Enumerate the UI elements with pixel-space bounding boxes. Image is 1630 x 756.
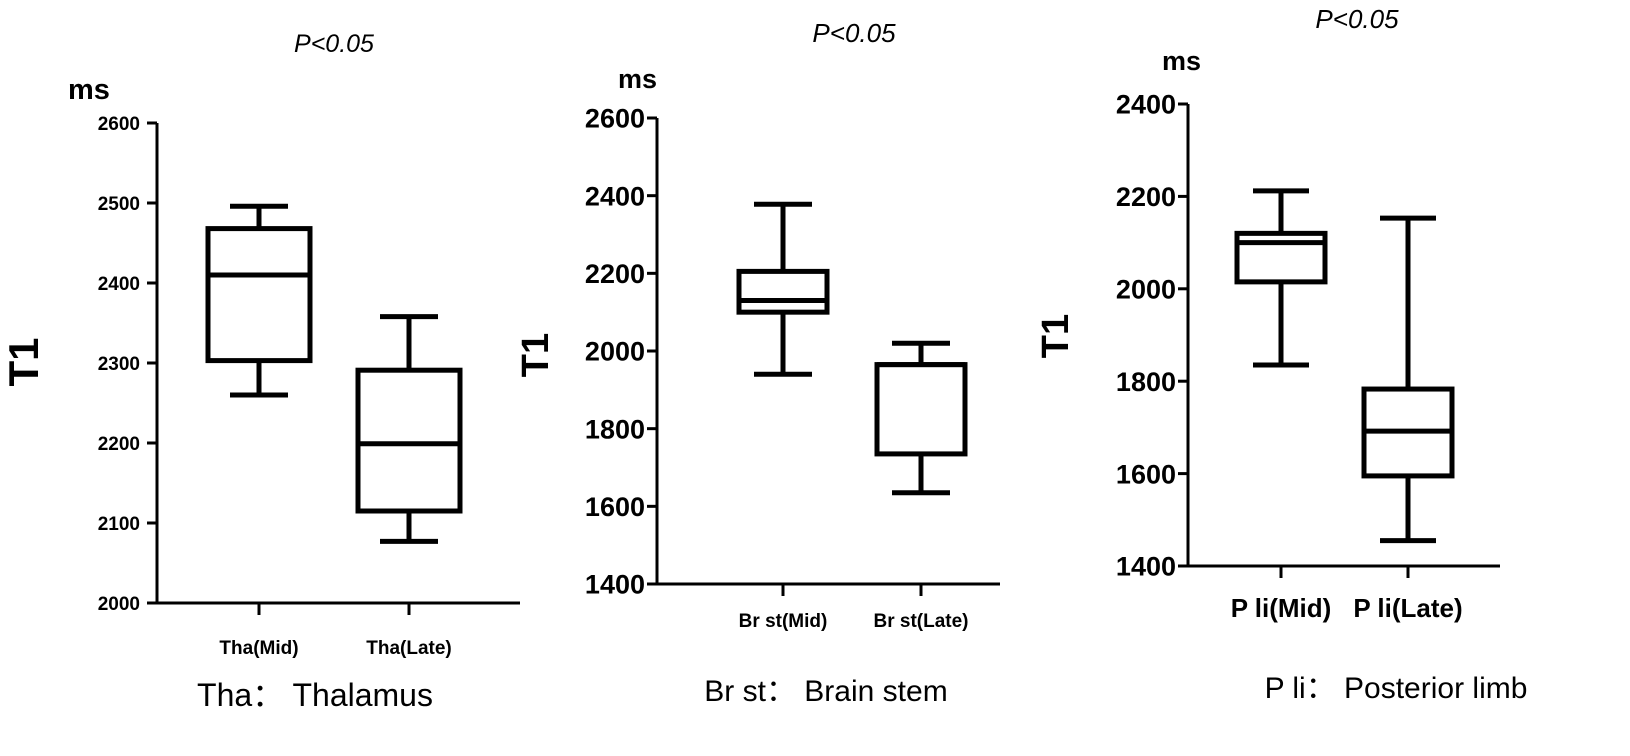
y-tick-label: 1400 bbox=[585, 570, 645, 600]
y-tick-label: 1600 bbox=[585, 492, 645, 522]
box-1: P li(Mid) bbox=[1231, 188, 1332, 623]
y-unit-label: ms bbox=[68, 74, 110, 106]
x-category-label: P li(Late) bbox=[1353, 593, 1462, 623]
y-tick-label: 2600 bbox=[98, 114, 140, 135]
y-tick-label: 2200 bbox=[98, 434, 140, 455]
y-tick-label: 2000 bbox=[585, 337, 645, 367]
box-1: Tha(Mid) bbox=[205, 203, 313, 659]
significance-annotation: P<0.05 bbox=[1315, 4, 1399, 34]
y-tick-label: 1400 bbox=[1116, 552, 1176, 582]
y-tick-label: 2300 bbox=[98, 354, 140, 375]
y-tick-label: 2400 bbox=[98, 274, 140, 295]
iqr-box bbox=[355, 367, 463, 514]
significance-annotation: P<0.05 bbox=[294, 30, 374, 58]
y-tick-label: 2200 bbox=[585, 259, 645, 289]
y-unit-label: ms bbox=[1162, 46, 1201, 76]
box-plot-panel-2: P<0.05 ms T1 1400 1600 1800 2000 2200 2400 2600 Br… bbox=[515, 18, 1000, 708]
x-category-label: Tha(Mid) bbox=[219, 638, 298, 659]
y-tick-label: 1800 bbox=[585, 414, 645, 444]
y-tick-label: 2100 bbox=[98, 514, 140, 535]
iqr-box bbox=[874, 362, 968, 457]
y-axis-label: T1 bbox=[1035, 314, 1077, 358]
box-plot-panel-3: P<0.05 ms T1 1400 1600 1800 2000 2200 2400 P li(M… bbox=[1035, 4, 1527, 705]
y-tick-label: 2000 bbox=[98, 594, 140, 615]
y-unit-label: ms bbox=[618, 64, 657, 94]
y-tick-label: 2400 bbox=[1116, 90, 1176, 120]
x-category-label: Br st(Late) bbox=[873, 611, 968, 632]
box-2: Tha(Late) bbox=[355, 314, 463, 659]
y-tick-label: 2600 bbox=[585, 104, 645, 134]
x-category-label: P li(Mid) bbox=[1231, 593, 1332, 623]
box-2: Br st(Late) bbox=[873, 340, 969, 632]
box-plot-panel-1: P<0.05 ms T1 2000 2100 2200 2300 2400 2500 2600 Th… bbox=[0, 30, 520, 713]
x-category-label: Br st(Mid) bbox=[739, 611, 828, 632]
panel-caption: Tha： Thalamus bbox=[197, 677, 433, 713]
y-tick-label: 2000 bbox=[1116, 275, 1176, 305]
box-2: P li(Late) bbox=[1353, 215, 1463, 623]
y-tick-label: 2500 bbox=[98, 194, 140, 215]
x-category-label: Tha(Late) bbox=[366, 638, 452, 659]
y-tick-label: 1600 bbox=[1116, 459, 1176, 489]
y-tick-label: 1800 bbox=[1116, 367, 1176, 397]
significance-annotation: P<0.05 bbox=[812, 18, 896, 48]
iqr-box bbox=[736, 268, 830, 315]
box-1: Br st(Mid) bbox=[736, 201, 830, 632]
y-axis-label: T1 bbox=[515, 333, 557, 377]
panel-caption: Br st： Brain stem bbox=[704, 675, 947, 708]
y-axis-label: T1 bbox=[0, 337, 47, 386]
y-tick-label: 2200 bbox=[1116, 182, 1176, 212]
iqr-box bbox=[205, 226, 313, 364]
y-tick-label: 2400 bbox=[585, 181, 645, 211]
panel-caption: P li： Posterior limb bbox=[1265, 672, 1528, 705]
